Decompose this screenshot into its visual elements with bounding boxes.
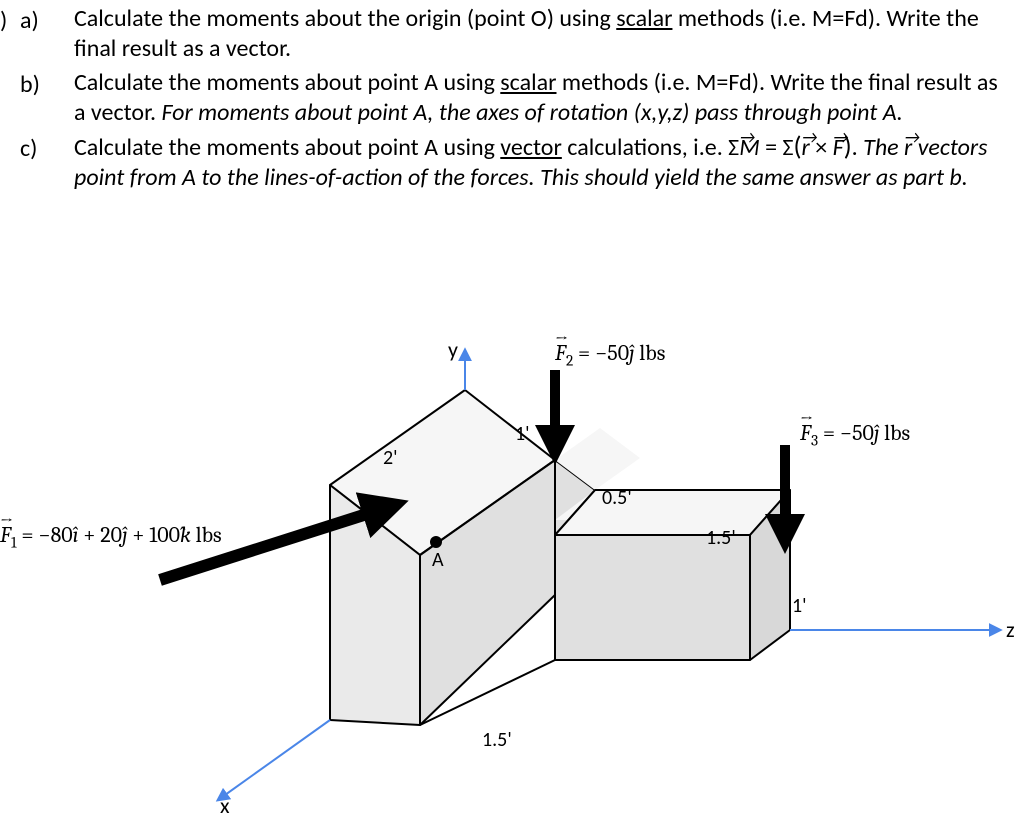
dim-1: 1' xyxy=(515,422,530,446)
diagram: y z x A F1 = −80ı + 20ȷ + 100k lbs F2 = … xyxy=(0,330,1024,826)
dim-2: 2' xyxy=(383,446,398,470)
dim-15a: 1.5' xyxy=(706,526,736,550)
page: ) a) Calculate the moments about the ori… xyxy=(0,0,1024,826)
dim-1b: 1' xyxy=(792,594,807,618)
point-a-label: A xyxy=(432,548,444,572)
item-text: Calculate the moments about point A usin… xyxy=(74,68,1014,128)
item-marker xyxy=(0,132,20,134)
dim-05: 0.5' xyxy=(602,486,632,510)
force-f3-label: F3 = −50ȷ lbs xyxy=(800,420,910,449)
item-marker xyxy=(0,68,20,70)
diagram-svg xyxy=(0,330,1024,826)
axis-z-label: z xyxy=(1006,616,1015,643)
item-text: Calculate the moments about the origin (… xyxy=(74,4,1014,64)
point-a xyxy=(430,536,442,548)
axis-x-label: x xyxy=(220,792,230,819)
force-f2-label: F2 = −50ȷ lbs xyxy=(555,340,665,369)
item-letter: b) xyxy=(20,68,74,100)
problem-item-b: b) Calculate the moments about point A u… xyxy=(0,68,1014,128)
item-letter: a) xyxy=(20,4,74,36)
item-letter: c) xyxy=(20,132,74,164)
axis-x xyxy=(218,720,330,800)
axis-y-label: y xyxy=(448,336,458,363)
problem-item-a: ) a) Calculate the moments about the ori… xyxy=(0,4,1014,64)
problem-list: ) a) Calculate the moments about the ori… xyxy=(0,0,1024,197)
item-marker: ) xyxy=(0,4,20,36)
item-text: Calculate the moments about point A usin… xyxy=(74,132,1014,193)
problem-item-c: c) Calculate the moments about point A u… xyxy=(0,132,1014,193)
force-f1-label: F1 = −80ı + 20ȷ + 100k lbs xyxy=(0,522,222,551)
dim-15b: 1.5' xyxy=(482,728,512,752)
face-ext-front xyxy=(555,535,750,660)
